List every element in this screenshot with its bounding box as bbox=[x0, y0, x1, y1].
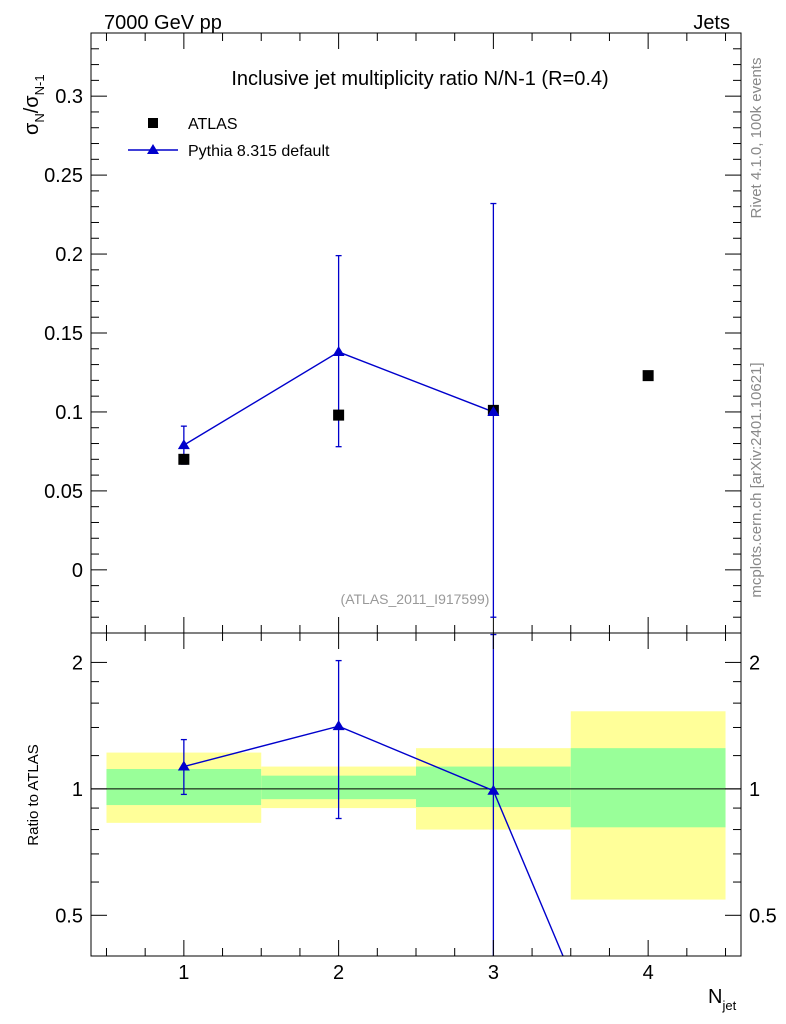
ratio-frame bbox=[90, 632, 742, 957]
pythia-point bbox=[177, 439, 190, 450]
ratio-bands bbox=[106, 711, 726, 900]
main-y-ticks: 0 0.05 0.1 0.15 0.2 0.25 0.3 bbox=[44, 48, 741, 618]
y-label-sigma: σ bbox=[21, 122, 43, 135]
main-panel: Inclusive jet multiplicity ratio N/N-1 (… bbox=[21, 32, 742, 634]
x-tick-label: 2 bbox=[333, 962, 344, 984]
ratio-panel: 0.5 0.5 1 1 2 2 1 2 3 4 Ratio to ATLAS Njet bbox=[25, 632, 777, 1013]
main-y-tick-label: 0.2 bbox=[55, 244, 83, 266]
legend-label-atlas: ATLAS bbox=[188, 116, 238, 133]
ratio-series bbox=[177, 633, 564, 957]
x-tick-label: 4 bbox=[643, 962, 654, 984]
ratio-line bbox=[183, 725, 564, 957]
y-label-sep: /σ bbox=[21, 95, 43, 114]
x-label-sub: jet bbox=[721, 998, 736, 1013]
legend-marker-atlas bbox=[148, 118, 158, 128]
rivet-version-label: Rivet 4.1.0, 100k events bbox=[748, 58, 765, 219]
main-y-axis-label: σN/σN-1 bbox=[21, 74, 47, 135]
x-axis-label: Njet bbox=[708, 986, 737, 1013]
ratio-point bbox=[332, 720, 345, 731]
main-series bbox=[177, 202, 654, 618]
atlas-point bbox=[642, 370, 654, 382]
ratio-y-tick-label: 0.5 bbox=[55, 905, 83, 927]
x-label-n: N bbox=[708, 986, 722, 1008]
main-y-tick-label: 0.15 bbox=[44, 323, 83, 345]
source-label: mcplots.cern.ch [arXiv:2401.10621] bbox=[748, 362, 765, 597]
main-x-ticks bbox=[105, 33, 727, 633]
main-y-tick-label: 0.25 bbox=[44, 165, 83, 187]
ratio-point bbox=[177, 760, 190, 771]
ratio-x-ticks: 1 2 3 4 bbox=[105, 633, 727, 984]
main-title: Inclusive jet multiplicity ratio N/N-1 (… bbox=[231, 68, 608, 90]
ratio-y-tick-label: 1 bbox=[72, 779, 83, 801]
ratio-y-ticks: 0.5 0.5 1 1 2 2 bbox=[55, 652, 777, 927]
ratio-y-tick-label-right: 1 bbox=[749, 779, 760, 801]
legend: ATLAS Pythia 8.315 default bbox=[128, 116, 330, 160]
energy-label: 7000 GeV pp bbox=[104, 12, 222, 34]
legend-label-pythia: Pythia 8.315 default bbox=[188, 143, 330, 160]
analysis-id-label: (ATLAS_2011_I917599) bbox=[341, 591, 490, 607]
y-label-sub-n1: N-1 bbox=[32, 74, 47, 95]
ratio-y-tick-label-right: 0.5 bbox=[749, 905, 777, 927]
pythia-point bbox=[332, 345, 345, 356]
ratio-y-axis-label: Ratio to ATLAS bbox=[25, 744, 42, 845]
atlas-point bbox=[333, 409, 345, 421]
main-y-tick-label: 0.3 bbox=[55, 86, 83, 108]
atlas-point bbox=[178, 453, 190, 465]
main-y-tick-label: 0.05 bbox=[44, 481, 83, 503]
ratio-y-tick-label: 2 bbox=[72, 652, 83, 674]
main-y-tick-label: 0 bbox=[72, 560, 83, 582]
legend-marker-pythia bbox=[147, 144, 159, 154]
category-label: Jets bbox=[693, 12, 730, 34]
main-y-tick-label: 0.1 bbox=[55, 402, 83, 424]
ratio-y-tick-label-right: 2 bbox=[749, 652, 760, 674]
y-label-sub-n: N bbox=[32, 113, 47, 122]
pythia-point bbox=[487, 405, 500, 416]
x-tick-label: 1 bbox=[178, 962, 189, 984]
ratio-point bbox=[487, 784, 500, 795]
ratio-inner-band bbox=[570, 748, 726, 828]
x-tick-label: 3 bbox=[488, 962, 499, 984]
